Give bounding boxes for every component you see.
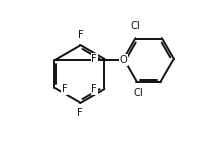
Text: F: F <box>78 30 84 40</box>
Text: F: F <box>91 54 97 64</box>
Text: Cl: Cl <box>131 21 141 31</box>
Text: F: F <box>91 84 97 94</box>
Text: F: F <box>62 84 67 94</box>
Text: Cl: Cl <box>133 89 143 98</box>
Text: F: F <box>77 108 82 118</box>
Text: O: O <box>120 55 127 65</box>
